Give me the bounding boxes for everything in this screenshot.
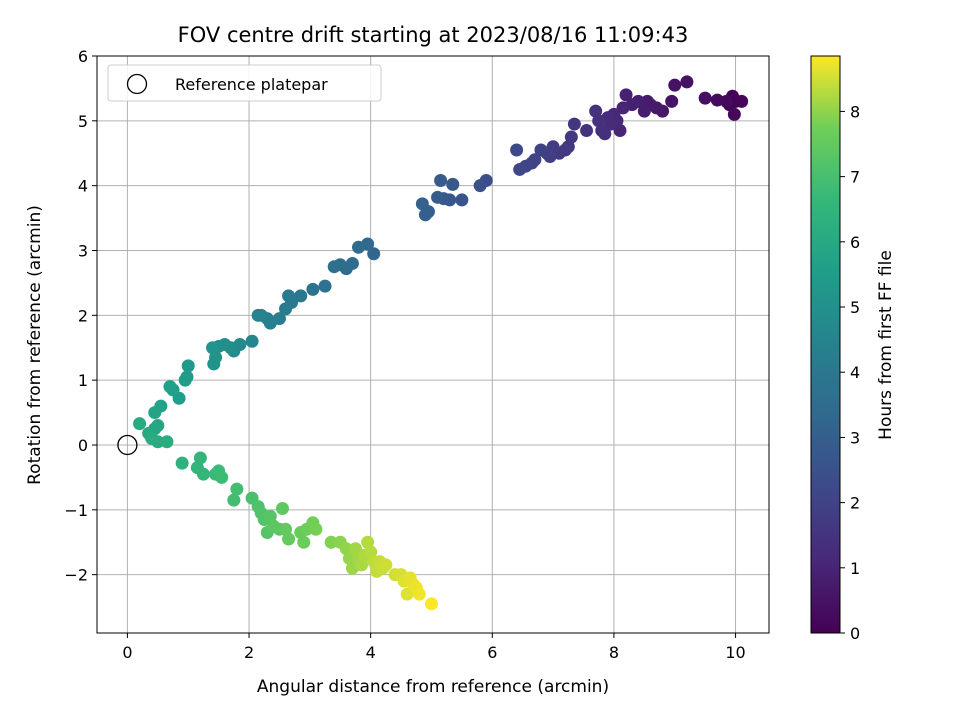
data-point	[510, 143, 524, 157]
data-point	[400, 587, 414, 601]
data-point	[251, 308, 265, 322]
data-point	[282, 532, 296, 546]
data-point	[534, 143, 548, 157]
data-point	[513, 162, 527, 176]
data-point	[680, 75, 694, 89]
data-point	[160, 435, 174, 449]
data-point	[133, 417, 147, 431]
data-point	[434, 173, 448, 187]
data-point	[415, 197, 429, 211]
y-tick-label: 6	[78, 47, 88, 66]
colorbar-label: Hours from first FF file	[876, 250, 896, 440]
data-point	[735, 94, 749, 108]
reference-marker	[117, 434, 138, 456]
colorbar-tick-label: 3	[850, 428, 860, 447]
data-point	[318, 279, 332, 293]
data-point	[619, 88, 633, 102]
data-point	[446, 177, 460, 191]
data-point	[324, 535, 338, 549]
data-point	[306, 282, 320, 296]
data-point	[230, 482, 244, 496]
data-point	[181, 359, 195, 373]
data-point	[379, 558, 393, 572]
colorbar	[810, 55, 841, 634]
y-tick-label: −1	[64, 501, 88, 520]
data-point	[275, 502, 289, 516]
x-axis-label: Angular distance from reference (arcmin)	[257, 677, 609, 697]
legend-label-reference: Reference platepar	[175, 75, 328, 94]
data-point	[215, 470, 229, 484]
y-axis-label: Rotation from reference (arcmin)	[25, 205, 45, 485]
colorbar-tick-label: 2	[850, 494, 860, 513]
data-point	[309, 522, 323, 536]
data-points	[133, 75, 749, 611]
data-point	[698, 91, 712, 105]
y-tick-label: 2	[78, 306, 88, 325]
colorbar-tick-label: 5	[850, 298, 860, 317]
data-point	[412, 587, 426, 601]
data-point	[282, 289, 296, 303]
data-point	[327, 260, 341, 274]
colorbar-tick-label: 1	[850, 559, 860, 578]
colorbar-tick-label: 0	[850, 624, 860, 643]
x-tick-label: 0	[122, 643, 132, 662]
data-point	[279, 302, 293, 316]
legend-marker	[126, 73, 148, 95]
colorbar-tick-label: 7	[850, 168, 860, 187]
data-point	[245, 334, 259, 348]
data-point	[297, 535, 311, 549]
data-point	[431, 190, 445, 204]
data-point	[589, 104, 603, 118]
data-point	[206, 341, 220, 355]
data-point	[227, 493, 241, 507]
data-point	[668, 78, 682, 92]
x-tick-label: 8	[609, 643, 619, 662]
data-point	[616, 101, 630, 115]
data-point	[145, 432, 159, 446]
data-point	[196, 467, 210, 481]
data-point	[294, 289, 308, 303]
colorbar-tick-label: 8	[850, 102, 860, 121]
x-tick-label: 10	[725, 643, 745, 662]
data-point	[424, 597, 438, 611]
y-tick-label: 5	[78, 112, 88, 131]
data-point	[665, 94, 679, 108]
chart-title: FOV centre drift starting at 2023/08/16 …	[178, 23, 689, 47]
data-point	[727, 107, 741, 121]
data-point	[418, 208, 432, 222]
data-point	[710, 93, 724, 107]
x-tick-label: 4	[366, 643, 376, 662]
data-point	[175, 456, 189, 470]
y-tick-label: 1	[78, 371, 88, 390]
colorbar-ticks: 0 1 2 3 4 5 6 7 8	[840, 102, 860, 643]
data-point	[163, 380, 177, 394]
data-point	[207, 357, 221, 371]
colorbar-tick-label: 6	[850, 233, 860, 252]
axis-ticks: 0 2 4 6 8 10 −2 −1 0 1 2 3 4 5 6	[64, 47, 745, 662]
data-point	[567, 117, 581, 131]
data-point	[580, 124, 594, 138]
data-point	[193, 451, 207, 465]
x-tick-label: 6	[487, 643, 497, 662]
x-tick-label: 2	[244, 643, 254, 662]
data-point	[637, 104, 651, 118]
y-tick-label: −2	[64, 566, 88, 585]
legend-box	[107, 64, 382, 102]
data-point	[352, 240, 366, 254]
data-point	[178, 373, 192, 387]
data-point	[455, 193, 469, 207]
y-tick-label: 3	[78, 241, 88, 260]
data-point	[367, 247, 381, 261]
legend: Reference platepar	[107, 64, 382, 102]
grid-lines	[97, 55, 769, 633]
colorbar-tick-label: 4	[850, 363, 860, 382]
data-point	[473, 179, 487, 193]
y-tick-label: 4	[78, 177, 88, 196]
data-point	[148, 406, 162, 420]
y-tick-label: 0	[78, 436, 88, 455]
plot-frame	[96, 55, 770, 634]
